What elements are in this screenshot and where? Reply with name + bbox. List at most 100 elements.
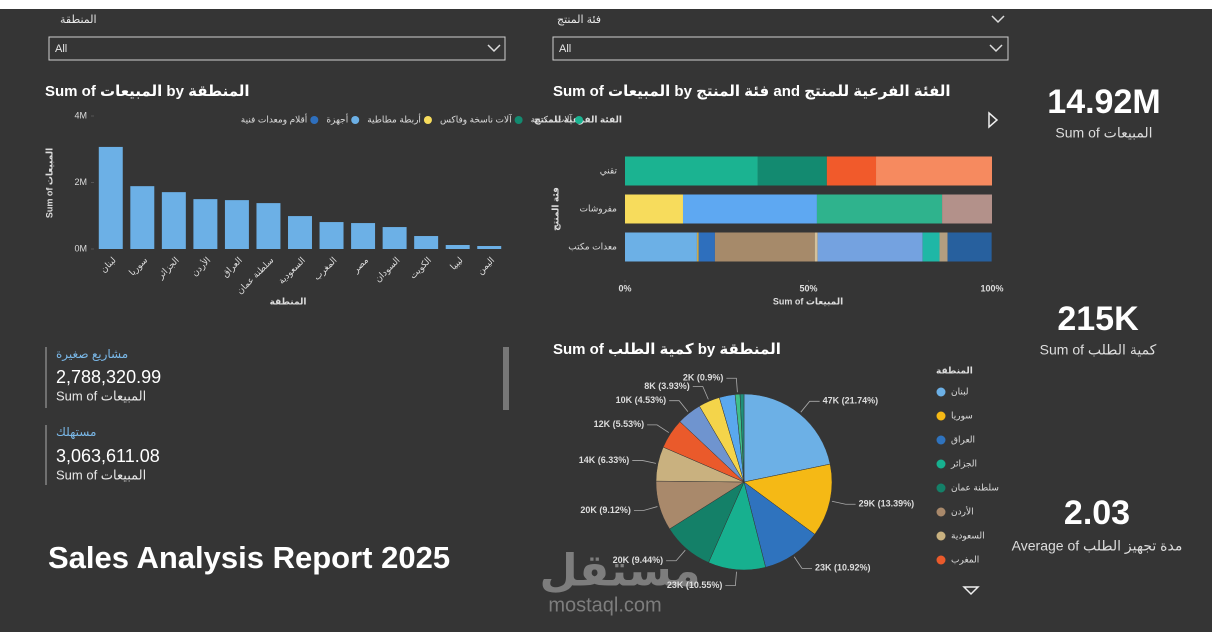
legend-label: الأردن (951, 505, 974, 516)
report-title: Sales Analysis Report 2025 (48, 540, 450, 575)
pie-slice (743, 463, 833, 535)
legend-marker (936, 507, 946, 517)
x-tick-label: 50% (799, 283, 817, 293)
bar (351, 223, 376, 249)
data-label: 20K (9.44%) (613, 555, 664, 565)
legend-label: سلطنة عمان (951, 482, 999, 492)
legend-label: السعودية (951, 530, 985, 540)
dropdown-icon[interactable] (487, 44, 501, 53)
bar (193, 199, 218, 249)
legend-title: المنطقة (936, 365, 973, 375)
legend-label: العراق (951, 434, 975, 444)
leader-line (669, 400, 689, 412)
legend-marker (936, 435, 946, 445)
kpi-value: 2.03 (1064, 494, 1130, 532)
card-value: 3,063,611.08 (56, 446, 160, 466)
chart-title: Sum of المبيعات by فئة المنتج and الفئة … (553, 83, 951, 100)
bar-segment (625, 194, 683, 224)
legend-marker (351, 116, 360, 124)
pie-slice (739, 393, 745, 483)
data-label: 23K (10.92%) (815, 563, 871, 573)
bar (445, 245, 470, 249)
y-tick-label: تقني (600, 165, 618, 175)
bar (130, 186, 155, 249)
legend-marker (936, 531, 946, 541)
bar (161, 192, 186, 249)
bar (256, 203, 281, 249)
legend-label: أقلام ومعدات فنية (241, 113, 308, 124)
y-tick-label: 2M (74, 177, 87, 187)
slicer-label: المنطقة (60, 14, 97, 26)
leader-line (692, 386, 709, 400)
bar-segment (682, 194, 817, 224)
bar (477, 246, 502, 249)
y-axis-title: Sum of المبيعات (44, 148, 54, 218)
bar (224, 200, 249, 249)
legend-marker (575, 116, 583, 124)
bar-segment (876, 156, 992, 186)
slicer-box[interactable] (48, 36, 506, 61)
card-category: مشاريع صغيرة (56, 347, 128, 362)
slicer-value: All (55, 43, 67, 55)
bar-segment (696, 232, 699, 262)
collapse-icon[interactable] (991, 15, 1005, 24)
leader-line (632, 460, 657, 464)
bar (98, 146, 123, 249)
dropdown-icon[interactable] (989, 44, 1003, 53)
legend-label: أجهزة (326, 113, 348, 124)
bar-segment (922, 232, 940, 262)
leader-line (831, 500, 856, 505)
legend-next[interactable] (988, 111, 999, 129)
legend-label: آلات ناسخة وفاكس (440, 113, 512, 124)
legend-next[interactable] (962, 586, 980, 596)
legend-marker (936, 483, 946, 493)
bar-segment (714, 232, 815, 262)
kpi-label: Average of مدة تجهيز الطلب (1012, 538, 1183, 555)
canvas (0, 9, 1212, 632)
card-value: 2,788,320.99 (56, 367, 161, 387)
legend-label: الجزائر (950, 458, 977, 468)
legend-marker (514, 116, 523, 124)
data-label: 14K (6.33%) (579, 455, 630, 465)
leader-line (793, 556, 812, 569)
chart-title: Sum of المبيعات by المنطقة (45, 83, 250, 100)
x-axis-title: Sum of المبيعات (773, 296, 843, 306)
kpi-label: Sum of كمية الطلب (1040, 342, 1157, 358)
bar-segment (816, 194, 943, 224)
y-axis-title: فئة المنتج (550, 187, 561, 231)
x-tick-label: 100% (980, 283, 1003, 293)
legend-label: سوريا (951, 410, 973, 420)
card-label: Sum of المبيعات (56, 467, 146, 482)
bar-segment (625, 156, 758, 186)
bar-segment (942, 194, 992, 224)
slicer-label: فئة المنتج (557, 14, 601, 26)
slicer-box[interactable] (552, 36, 1009, 61)
bar-segment (625, 232, 697, 262)
legend-marker (936, 411, 946, 421)
bar-segment (817, 232, 923, 262)
legend-marker (936, 459, 946, 469)
leader-line (800, 400, 820, 413)
legend-marker (423, 116, 432, 124)
legend-marker (936, 387, 946, 397)
data-label: 29K (13.39%) (859, 499, 915, 509)
legend-marker (936, 555, 946, 565)
legend-marker (310, 116, 319, 124)
leader-line (666, 549, 686, 562)
legend-label: المغرب (951, 554, 979, 564)
y-tick-label: 0M (74, 243, 87, 253)
scrollbar[interactable] (503, 347, 509, 410)
bar-segment (814, 232, 818, 262)
y-tick-label: مفروشات (580, 203, 618, 213)
legend-label: لبنان (951, 386, 969, 396)
card-label: Sum of المبيعات (56, 388, 146, 403)
kpi-label: Sum of المبيعات (1055, 125, 1152, 141)
legend-label: أربطة مطاطية (367, 113, 421, 124)
bar (414, 236, 439, 249)
watermark-logo: مستقل (540, 547, 701, 596)
bar-segment (947, 232, 992, 262)
bar-segment (939, 232, 948, 262)
bar-segment (826, 156, 877, 186)
bar (319, 222, 344, 249)
bar (382, 227, 407, 249)
